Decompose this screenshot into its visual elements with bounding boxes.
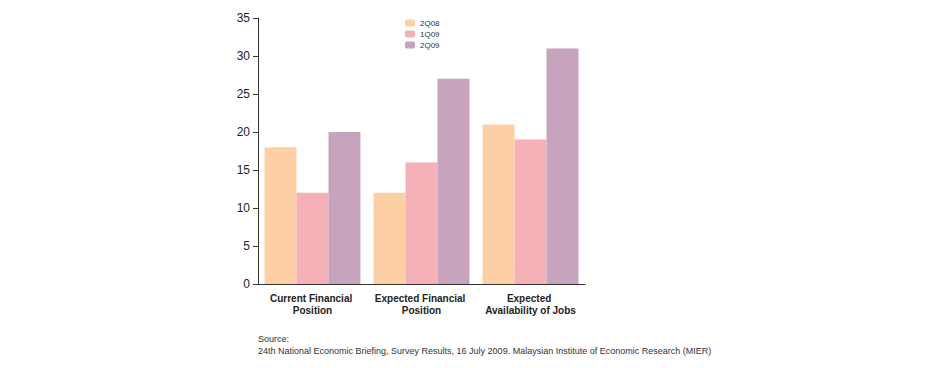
svg-text:Expected Financial: Expected Financial [375,293,468,304]
svg-text:Expected: Expected [507,293,554,304]
svg-text:24th National Economic Briefin: 24th National Economic Briefing, Survey … [258,346,711,356]
svg-text:Position: Position [402,305,441,316]
svg-text:30: 30 [237,49,251,63]
svg-text:25: 25 [237,87,251,101]
svg-text:10: 10 [237,201,251,215]
svg-text:35: 35 [237,11,251,25]
svg-text:2Q08: 2Q08 [420,19,440,28]
svg-text:Current Financial: Current Financial [270,293,355,304]
svg-text:0: 0 [243,277,250,291]
svg-text:Position: Position [293,305,332,316]
svg-text:2Q09: 2Q09 [420,41,440,50]
svg-text:Availability of Jobs: Availability of Jobs [485,305,576,316]
svg-text:20: 20 [237,125,251,139]
svg-text:Source:: Source: [258,334,289,344]
svg-text:1Q09: 1Q09 [420,30,440,39]
svg-text:5: 5 [243,239,250,253]
svg-text:15: 15 [237,163,251,177]
